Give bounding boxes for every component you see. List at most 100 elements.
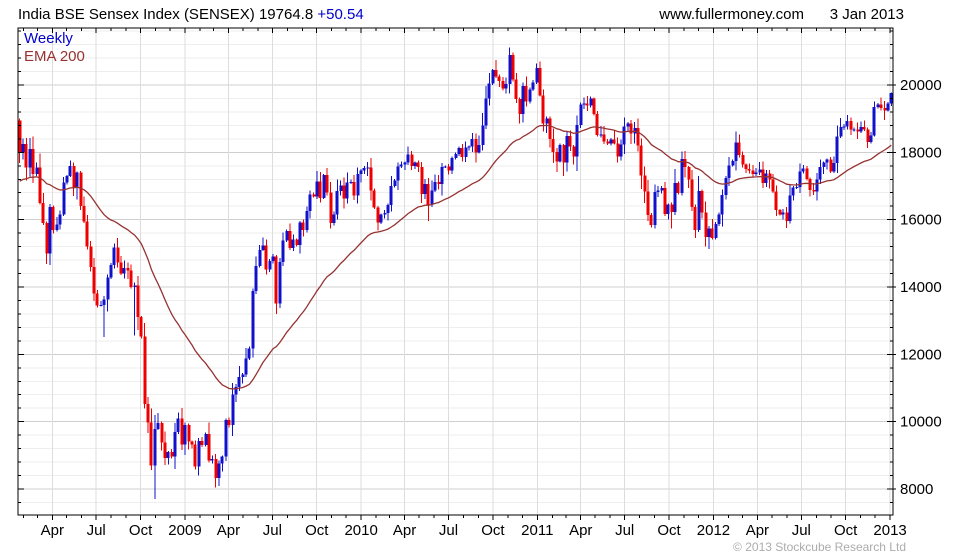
- x-axis-label: Jul: [439, 522, 458, 539]
- candle-body-up: [781, 212, 785, 215]
- x-axis-label: Jul: [792, 522, 811, 539]
- x-axis-label: Apr: [217, 522, 240, 539]
- candle-body-up: [869, 135, 873, 142]
- candle-body-up: [508, 54, 512, 84]
- y-axis-label: 18000: [900, 144, 942, 161]
- candle-body-up: [220, 456, 224, 464]
- candle-body-up: [65, 175, 69, 183]
- candle-body-down: [301, 222, 305, 231]
- candle-body-down: [31, 148, 35, 175]
- candle-body-down: [288, 230, 292, 248]
- candle-body-up: [504, 83, 508, 89]
- candle-body-down: [595, 114, 599, 135]
- candle-body-down: [329, 192, 333, 224]
- candle-body-up: [717, 214, 721, 225]
- candle-body-up: [21, 143, 25, 153]
- candle-body-up: [197, 441, 201, 467]
- axes: [17, 27, 896, 520]
- candle-body-up: [210, 458, 214, 461]
- candle-body-down: [643, 175, 647, 192]
- candle-body-up: [798, 171, 802, 187]
- candle-body-up: [305, 210, 309, 231]
- candle-body-up: [173, 432, 177, 457]
- candle-body-up: [788, 195, 792, 221]
- candle-body-down: [856, 129, 860, 132]
- candle-body-up: [281, 240, 285, 262]
- candle-body-down: [180, 418, 184, 445]
- candle-body-up: [484, 98, 488, 126]
- candle-body-up: [758, 169, 762, 173]
- candle-body-down: [420, 167, 424, 194]
- candle-body-down: [95, 293, 99, 306]
- candle-body-up: [832, 162, 836, 172]
- candle-body-down: [690, 179, 694, 208]
- candle-body-down: [612, 139, 616, 144]
- candle-body-up: [433, 182, 437, 191]
- candle-body-up: [133, 285, 137, 287]
- candle-body-down: [862, 126, 866, 130]
- candle-body-up: [842, 126, 846, 128]
- candle-body-down: [879, 104, 883, 108]
- x-axis-label: Oct: [657, 522, 681, 539]
- candle-body-up: [217, 463, 221, 479]
- candle-body-up: [653, 192, 657, 225]
- candle-body-down: [568, 135, 572, 147]
- candle-body-down: [585, 103, 589, 106]
- candle-body-down: [264, 245, 268, 270]
- candle-body-down: [163, 442, 167, 459]
- candle-body-down: [200, 441, 204, 446]
- candle-body-down: [629, 123, 633, 134]
- candle-body-up: [308, 194, 312, 211]
- candle-body-up: [383, 213, 387, 215]
- candle-body-down: [447, 166, 451, 171]
- candle-body-up: [457, 147, 461, 154]
- candle-body-up: [244, 358, 248, 375]
- candle-body-up: [440, 166, 444, 184]
- candle-body-up: [764, 173, 768, 183]
- candle-body-up: [633, 128, 637, 134]
- candle-body-up: [545, 118, 549, 124]
- x-axis-label: Oct: [834, 522, 858, 539]
- candle-body-down: [24, 143, 28, 168]
- candle-body-up: [413, 162, 417, 167]
- candle-body-up: [673, 183, 677, 212]
- candle-body-down: [89, 246, 93, 267]
- axis-labels: 8000 10000 12000 14000 16000 18000 20000 Apr Jul…: [41, 77, 942, 539]
- candle-body-up: [366, 167, 370, 169]
- candle-body-down: [676, 183, 680, 194]
- candle-body-up: [430, 190, 434, 205]
- candle-body-up: [622, 126, 626, 145]
- y-axis-label: 12000: [900, 346, 942, 363]
- candle-body-down: [741, 154, 745, 165]
- candle-body-down: [514, 79, 518, 99]
- candle-body-down: [710, 228, 714, 239]
- candle-body-up: [332, 214, 336, 224]
- candle-body-up: [872, 107, 876, 136]
- candle-body-up: [535, 67, 539, 83]
- candle-body-up: [258, 249, 262, 266]
- candle-body-up: [247, 348, 251, 359]
- site-link[interactable]: www.fullermoney.com: [659, 6, 804, 23]
- candle-body-up: [487, 83, 491, 99]
- candle-body-up: [285, 230, 289, 241]
- candle-body-up: [731, 160, 735, 166]
- candle-body-up: [204, 433, 208, 446]
- candle-body-down: [193, 444, 197, 467]
- candle-body-down: [883, 107, 887, 111]
- candle-body-down: [92, 266, 96, 294]
- candle-body-up: [224, 420, 228, 457]
- candle-body-down: [693, 207, 697, 230]
- candle-body-down: [785, 212, 789, 221]
- candle-body-down: [555, 152, 559, 162]
- candle-body-up: [28, 148, 32, 168]
- candle-body-down: [636, 128, 640, 146]
- candle-body-up: [575, 124, 579, 157]
- candle-body-up: [558, 145, 562, 162]
- x-axis-label: 2009: [168, 522, 201, 539]
- candle-body-down: [410, 154, 414, 167]
- candle-body-down: [116, 247, 120, 263]
- copyright-notice: © 2013 Stockcube Research Ltd: [733, 540, 906, 554]
- x-axis-label: Apr: [569, 522, 592, 539]
- y-axis-label: 10000: [900, 414, 942, 431]
